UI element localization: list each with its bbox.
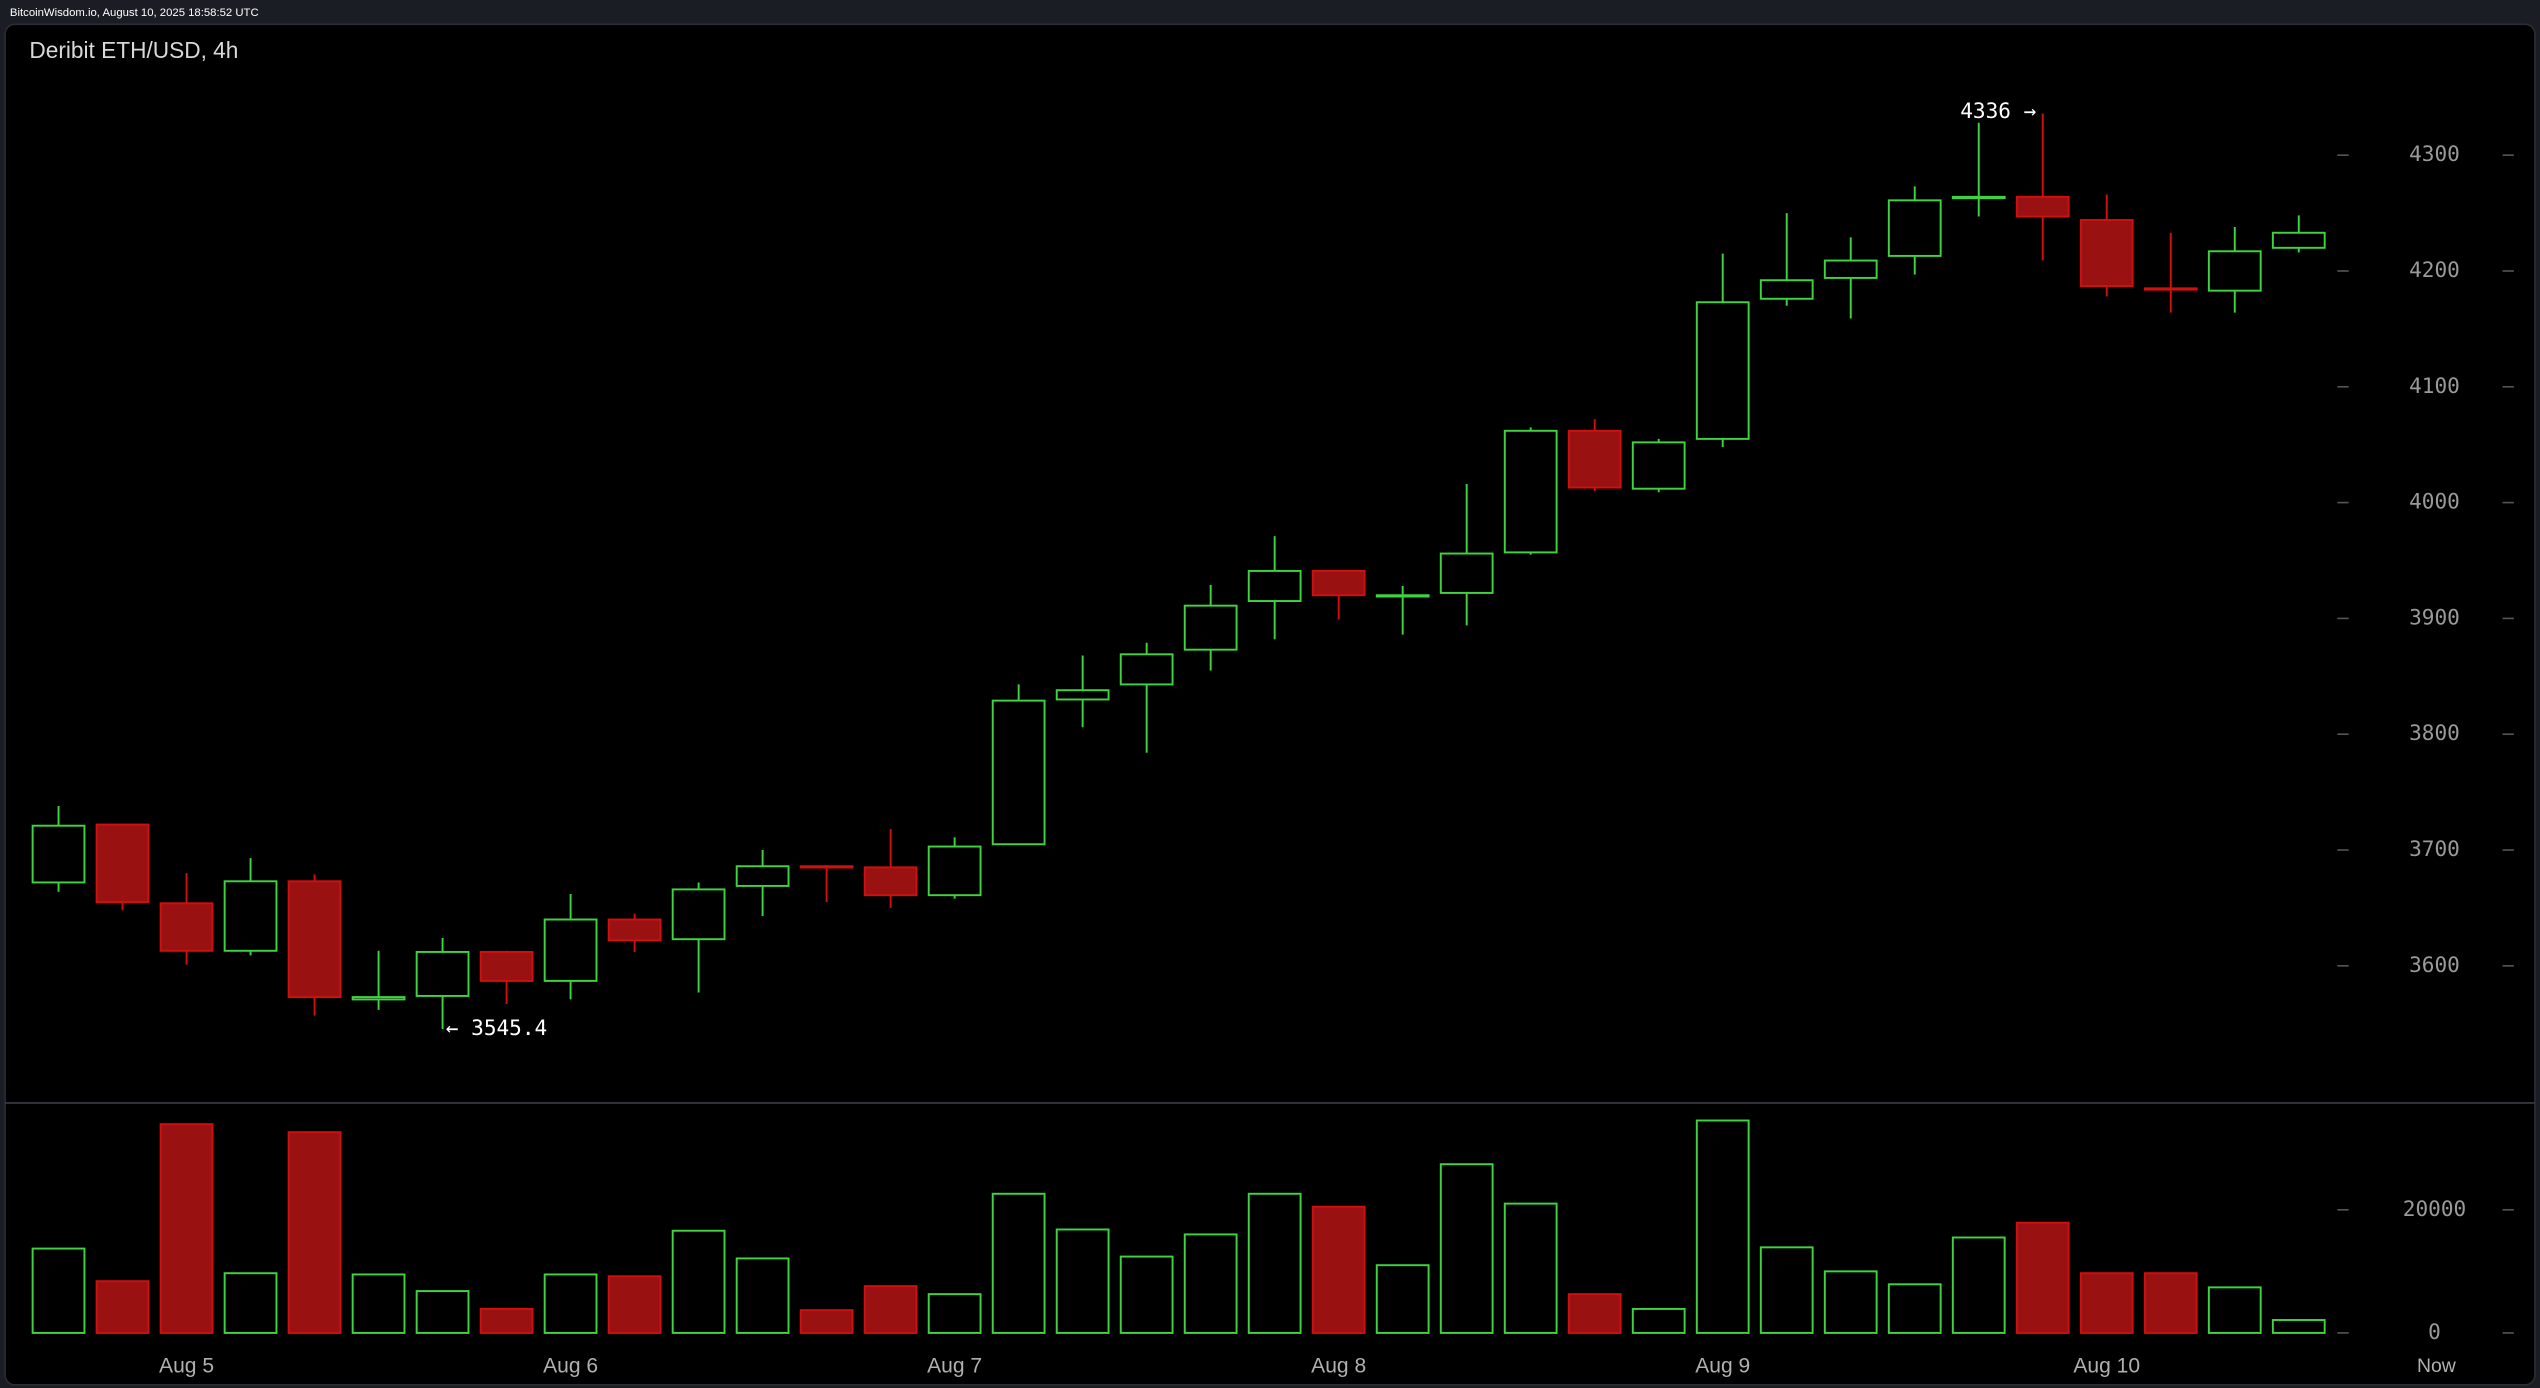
candle-body <box>991 699 1046 846</box>
y-tick-label: 4100 <box>2409 373 2460 398</box>
volume-bar <box>95 1280 150 1334</box>
header: BitcoinWisdom.io, August 10, 2025 18:58:… <box>10 7 259 19</box>
candle-body <box>95 823 150 904</box>
volume-bar <box>351 1273 406 1334</box>
volume-bar <box>1631 1307 1686 1334</box>
candle-body <box>415 950 470 997</box>
x-tick-label: Aug 7 <box>927 1355 982 1378</box>
volume-bar <box>1375 1264 1430 1334</box>
volume-bar <box>415 1290 470 1334</box>
y-tick-label: 3600 <box>2409 952 2460 977</box>
candle-body <box>2079 219 2134 287</box>
candle-body <box>1311 569 1366 597</box>
volume-bar <box>799 1309 854 1334</box>
volume-bar <box>1567 1293 1622 1334</box>
candle-body <box>543 918 598 982</box>
candle-body <box>607 918 662 942</box>
candle-body <box>1759 279 1814 300</box>
y-tick-label: 3900 <box>2409 604 2460 629</box>
volume-tick-label: 20000 <box>2403 1196 2466 1221</box>
y-tick-label: 4300 <box>2409 141 2460 166</box>
candle-body <box>1247 569 1302 603</box>
volume-bar <box>223 1272 278 1334</box>
candle-body <box>799 865 854 869</box>
candle-body <box>1183 604 1238 651</box>
candle-body <box>927 845 982 897</box>
candle-body <box>1055 689 1110 701</box>
volume-bar <box>1119 1255 1174 1334</box>
volume-tick-label: 0 <box>2428 1319 2441 1344</box>
candle-body <box>2207 250 2262 292</box>
candle-body <box>1631 441 1686 490</box>
x-tick-label: Aug 6 <box>543 1355 598 1378</box>
candle-body <box>2143 287 2198 291</box>
volume-bar <box>1183 1233 1238 1334</box>
volume-bar <box>1311 1205 1366 1334</box>
volume-bar <box>1247 1192 1302 1334</box>
volume-bar <box>607 1275 662 1334</box>
volume-bar <box>1823 1270 1878 1334</box>
y-tick-label: 4200 <box>2409 257 2460 282</box>
volume-bar <box>2271 1319 2326 1334</box>
y-tick-label: 3700 <box>2409 836 2460 861</box>
annotation: 4336 → <box>1960 98 2036 123</box>
candle-body <box>2271 231 2326 249</box>
x-tick-label: Aug 8 <box>1311 1355 1366 1378</box>
volume-bar <box>863 1285 918 1334</box>
candle-body <box>1439 552 1494 594</box>
volume-bar <box>2015 1221 2070 1334</box>
volume-bar <box>1951 1236 2006 1334</box>
volume-bar <box>991 1192 1046 1334</box>
candle-body <box>863 866 918 897</box>
volume-bar <box>159 1123 214 1334</box>
volume-bar <box>543 1273 598 1334</box>
candle-body <box>1887 199 1942 257</box>
volume-bar <box>927 1293 982 1334</box>
candle-body <box>479 950 534 982</box>
volume-bar <box>479 1307 534 1334</box>
candle-body <box>159 902 214 952</box>
annotation: ← 3545.4 <box>446 1015 547 1040</box>
candle-body <box>735 865 790 887</box>
candle-body <box>1823 259 1878 279</box>
candle-body <box>1503 429 1558 554</box>
candle-body <box>1375 594 1430 598</box>
x-tick-label: Aug 5 <box>159 1355 214 1378</box>
candle-body <box>31 824 86 884</box>
volume-bar <box>287 1131 342 1334</box>
volume-bar <box>1887 1283 1942 1334</box>
volume-bar <box>1055 1228 1110 1334</box>
candle-body <box>1119 653 1174 686</box>
chart-panel <box>4 23 2536 1386</box>
volume-bar <box>2143 1272 2198 1334</box>
candle-body <box>2015 195 2070 218</box>
x-now-label: Now <box>2417 1355 2457 1377</box>
volume-bar <box>671 1229 726 1334</box>
x-tick-label: Aug 9 <box>1695 1355 1750 1378</box>
volume-bar <box>1759 1246 1814 1334</box>
candle-body <box>1951 195 2006 200</box>
candle-body <box>1567 429 1622 489</box>
candle-body <box>223 880 278 952</box>
volume-bar <box>2079 1272 2134 1334</box>
chart-title: Deribit ETH/USD, 4h <box>29 37 238 63</box>
volume-bar <box>1439 1163 1494 1334</box>
volume-bar <box>2207 1286 2262 1334</box>
y-tick-label: 4000 <box>2409 489 2460 514</box>
candle-body <box>1695 301 1750 440</box>
volume-bar <box>1503 1202 1558 1334</box>
y-tick-label: 3800 <box>2409 720 2460 745</box>
candle-body <box>287 880 342 999</box>
volume-bar <box>1695 1119 1750 1334</box>
candle-body <box>671 888 726 941</box>
volume-bar <box>735 1257 790 1334</box>
x-tick-label: Aug 10 <box>2073 1355 2140 1378</box>
volume-bar <box>31 1247 86 1334</box>
candle-body <box>351 996 406 1001</box>
